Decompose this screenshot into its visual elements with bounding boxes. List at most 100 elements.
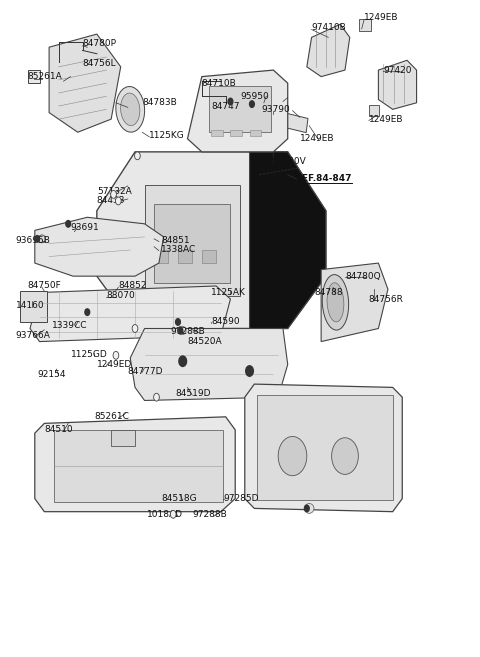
Bar: [209, 87, 271, 132]
Polygon shape: [35, 417, 235, 512]
Text: 84590: 84590: [211, 317, 240, 327]
Circle shape: [250, 101, 254, 107]
Polygon shape: [97, 152, 326, 328]
Text: 93691: 93691: [71, 223, 99, 232]
Text: 1338AC: 1338AC: [161, 246, 196, 254]
Text: 57132A: 57132A: [97, 187, 132, 196]
Circle shape: [304, 505, 309, 512]
Text: 97420: 97420: [383, 66, 412, 75]
Bar: [28, 70, 39, 83]
Bar: [178, 250, 192, 263]
Text: 84783B: 84783B: [142, 99, 177, 107]
Circle shape: [111, 191, 116, 198]
Text: 84777D: 84777D: [128, 367, 163, 376]
Text: 85261C: 85261C: [95, 413, 129, 421]
Text: 93790: 93790: [262, 105, 290, 114]
Text: 1125GD: 1125GD: [71, 350, 108, 359]
Circle shape: [278, 436, 307, 476]
Ellipse shape: [120, 93, 140, 125]
Bar: [54, 430, 223, 502]
Ellipse shape: [327, 283, 344, 322]
Circle shape: [113, 351, 119, 359]
Ellipse shape: [268, 104, 279, 116]
Circle shape: [332, 438, 359, 474]
Circle shape: [178, 327, 183, 334]
Bar: [250, 130, 262, 135]
Bar: [230, 130, 242, 135]
Text: 1125AK: 1125AK: [211, 288, 246, 297]
Bar: [111, 430, 135, 446]
Ellipse shape: [38, 235, 46, 243]
Bar: [257, 396, 393, 500]
Text: REF.84-847: REF.84-847: [295, 173, 351, 183]
Text: 84780V: 84780V: [271, 157, 306, 166]
Bar: [154, 204, 230, 283]
Text: 84788: 84788: [314, 288, 343, 297]
Polygon shape: [30, 286, 230, 342]
Circle shape: [85, 309, 90, 315]
Text: 1018AD: 1018AD: [147, 510, 183, 520]
Circle shape: [179, 356, 187, 367]
Circle shape: [35, 236, 39, 242]
Text: 93766A: 93766A: [16, 330, 50, 340]
Text: 1249EB: 1249EB: [300, 134, 334, 143]
Ellipse shape: [304, 503, 314, 513]
Text: 85261A: 85261A: [28, 72, 62, 81]
Text: 1125KG: 1125KG: [149, 131, 185, 140]
Circle shape: [246, 366, 253, 376]
Text: 88070: 88070: [107, 291, 135, 300]
Text: 97288B: 97288B: [192, 510, 227, 520]
Ellipse shape: [178, 327, 186, 334]
Text: 1339CC: 1339CC: [51, 321, 87, 330]
Text: 1249EB: 1249EB: [364, 13, 398, 22]
Circle shape: [228, 98, 233, 104]
Bar: [264, 108, 308, 133]
Polygon shape: [245, 384, 402, 512]
Ellipse shape: [116, 87, 144, 132]
Text: 95950: 95950: [240, 92, 269, 101]
Text: 84510: 84510: [44, 425, 73, 434]
Text: 84433: 84433: [97, 196, 125, 206]
Circle shape: [132, 325, 138, 332]
Circle shape: [66, 221, 71, 227]
Bar: [202, 250, 216, 263]
Bar: [21, 290, 47, 322]
Text: 14160: 14160: [16, 301, 44, 310]
Text: 97288B: 97288B: [171, 327, 205, 336]
Text: 84710B: 84710B: [202, 79, 237, 87]
Bar: [144, 185, 240, 296]
Text: 92154: 92154: [37, 370, 66, 379]
Text: 1249ED: 1249ED: [97, 360, 132, 369]
Text: 97410B: 97410B: [312, 23, 347, 32]
Polygon shape: [49, 34, 120, 132]
Polygon shape: [321, 263, 388, 342]
Text: 84851: 84851: [161, 236, 190, 244]
Text: 84747: 84747: [211, 102, 240, 110]
Text: 84750F: 84750F: [28, 281, 61, 290]
Circle shape: [176, 319, 180, 325]
Circle shape: [134, 152, 140, 160]
Polygon shape: [307, 24, 350, 77]
Text: 84520A: 84520A: [188, 337, 222, 346]
Text: 97285D: 97285D: [223, 494, 259, 503]
Bar: [360, 19, 371, 31]
Polygon shape: [35, 217, 164, 276]
Text: 84756R: 84756R: [369, 294, 404, 304]
Bar: [154, 250, 168, 263]
Polygon shape: [188, 70, 288, 152]
Polygon shape: [130, 328, 288, 401]
Text: 84780Q: 84780Q: [345, 271, 381, 281]
Ellipse shape: [322, 275, 348, 330]
Circle shape: [170, 510, 176, 518]
Polygon shape: [378, 60, 417, 109]
Bar: [211, 130, 223, 135]
Text: 84519D: 84519D: [176, 390, 211, 398]
Text: 84518G: 84518G: [161, 494, 197, 503]
Polygon shape: [250, 152, 326, 328]
Text: 84780P: 84780P: [83, 39, 117, 49]
Text: 84756L: 84756L: [83, 59, 116, 68]
Text: 1249EB: 1249EB: [369, 115, 403, 124]
Text: 84852: 84852: [118, 281, 147, 290]
Circle shape: [154, 394, 159, 401]
Bar: [369, 105, 379, 116]
